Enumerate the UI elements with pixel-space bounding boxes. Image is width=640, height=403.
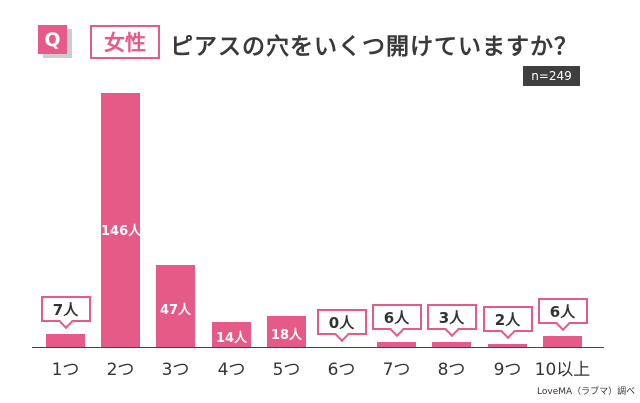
x-tick-label: 5つ [272, 360, 301, 380]
x-tick-label: 1つ [51, 360, 80, 380]
bar [488, 344, 527, 347]
value-label: 146人 [101, 224, 142, 239]
bar [377, 342, 416, 347]
value-callout: 3人 [426, 304, 477, 330]
value-callout: 7人 [40, 296, 91, 322]
x-tick-label: 9つ [493, 360, 522, 380]
x-tick-label: 6つ [327, 360, 356, 380]
x-tick-label: 4つ [217, 360, 246, 380]
question-badge: Q [38, 25, 67, 54]
bar: 146人 [101, 93, 142, 347]
value-callout: 6人 [371, 304, 422, 330]
x-tick-label: 8つ [437, 360, 466, 380]
x-tick-label: 3つ [161, 360, 190, 380]
bar: 47人 [156, 265, 195, 347]
gender-tag: 女性 [90, 25, 160, 59]
value-callout: 6人 [537, 298, 588, 324]
source-credit: LoveMA（ラブマ）調べ [537, 387, 636, 397]
bar: 18人 [267, 316, 306, 347]
x-tick-label: 7つ [382, 360, 411, 380]
bar [46, 334, 85, 347]
x-axis-line [32, 347, 604, 348]
chart-title: ピアスの穴をいくつ開けていますか？ [170, 34, 578, 60]
value-callout: 2人 [482, 306, 533, 332]
bar: 14人 [212, 322, 251, 347]
value-label: 14人 [215, 331, 248, 346]
sample-size-badge: n=249 [523, 66, 580, 86]
x-tick-label: 10以上 [534, 360, 591, 380]
value-label: 18人 [270, 328, 303, 343]
bar [432, 342, 471, 347]
x-tick-label: 2つ [106, 360, 135, 380]
bar [543, 336, 582, 347]
value-callout: 0人 [316, 309, 367, 335]
value-label: 47人 [159, 303, 192, 318]
